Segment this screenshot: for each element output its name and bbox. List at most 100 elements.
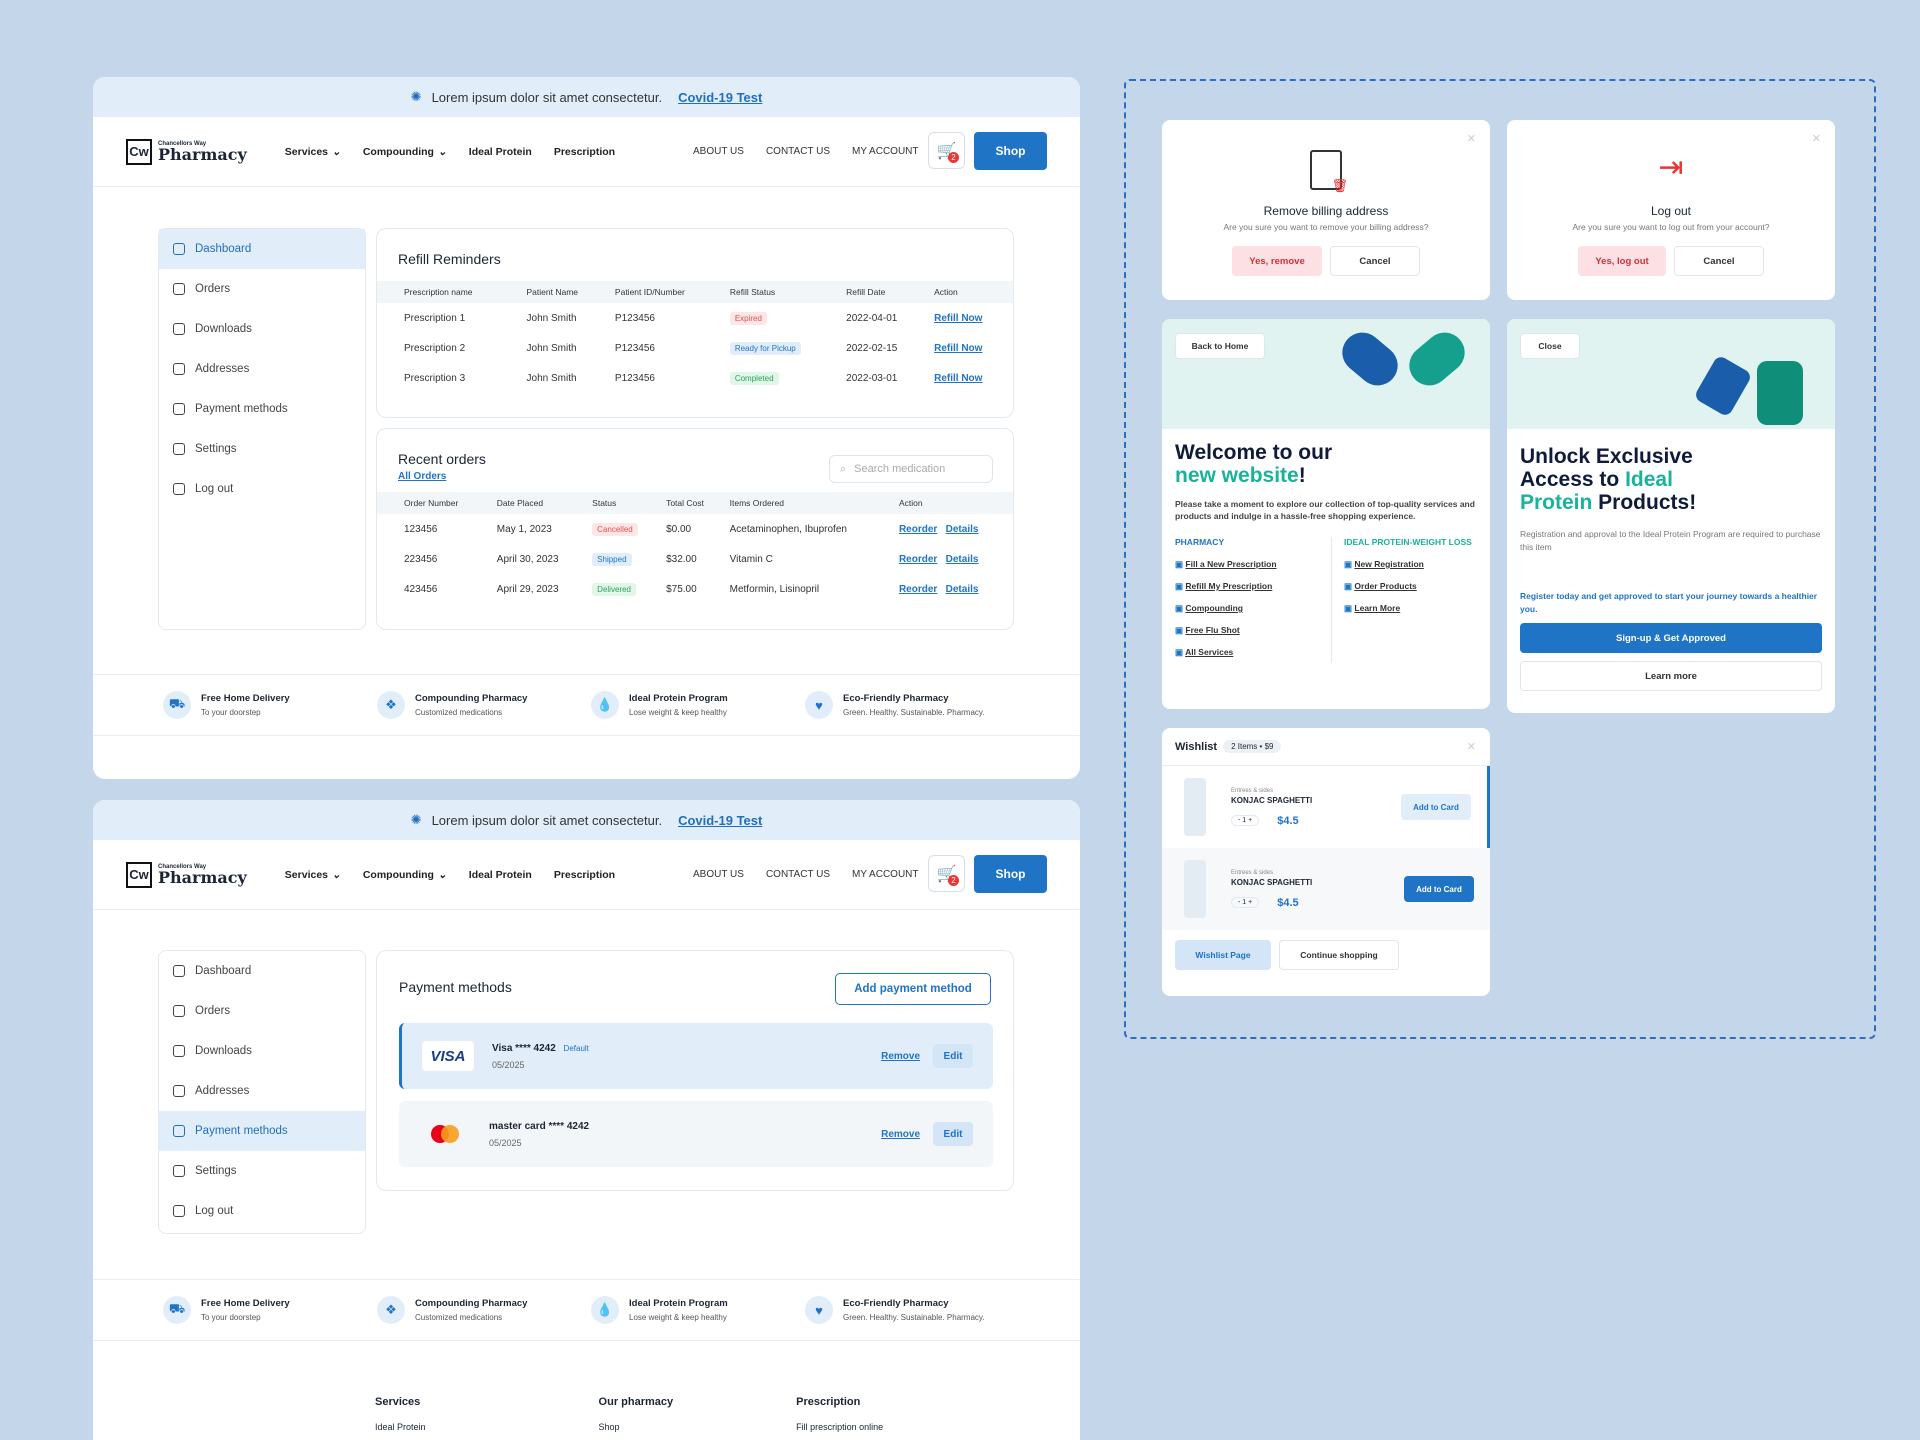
sidebar-item-downloads[interactable]: Downloads: [159, 309, 365, 349]
quantity-stepper[interactable]: - 1 +: [1231, 815, 1260, 826]
sidebar-item-payment[interactable]: Payment methods: [159, 1111, 365, 1151]
sidebar-item-orders[interactable]: Orders: [159, 269, 365, 309]
nav-account[interactable]: MY ACCOUNT: [852, 146, 919, 157]
cancel-button[interactable]: Cancel: [1330, 246, 1420, 276]
close-button[interactable]: Close: [1520, 333, 1580, 359]
gear-icon: [173, 443, 185, 455]
remove-link[interactable]: Remove: [881, 1050, 920, 1062]
features-strip: ⛟ Free Home Delivery To your doorstep ❖ Com…: [93, 1279, 1080, 1341]
learn-more-button[interactable]: Learn more: [1520, 661, 1822, 692]
nav-services-label: Services: [284, 868, 329, 881]
cart-button[interactable]: 🛒 2: [928, 132, 965, 169]
sidebar-item-settings[interactable]: Settings: [159, 429, 365, 469]
back-home-button[interactable]: Back to Home: [1175, 333, 1265, 359]
sidebar-item-orders[interactable]: Orders: [159, 991, 365, 1031]
nav-about[interactable]: ABOUT US: [693, 146, 744, 157]
confirm-remove-button[interactable]: Yes, remove: [1232, 246, 1322, 276]
payment-card-item[interactable]: VISA Visa **** 4242 Default 05/2025 Remo…: [399, 1023, 993, 1089]
cart-button[interactable]: 🛒 2: [928, 855, 965, 892]
sidebar-item-addresses[interactable]: Addresses: [159, 349, 365, 389]
compounding-link[interactable]: ▣ Compounding: [1175, 602, 1244, 613]
footer-link[interactable]: Ideal Protein: [375, 1422, 426, 1432]
col-header[interactable]: Status: [587, 492, 662, 514]
covid-test-link[interactable]: Covid-19 Test: [678, 89, 763, 105]
payment-card-item[interactable]: master card **** 4242 05/2025 Remove Edi…: [399, 1101, 993, 1167]
nav-prescription[interactable]: Prescription: [553, 145, 616, 158]
reorder-link[interactable]: Reorder: [898, 583, 938, 595]
nav-ideal-protein[interactable]: Ideal Protein: [468, 868, 532, 881]
nav-services[interactable]: Services ⌄: [285, 869, 341, 881]
nav-account[interactable]: MY ACCOUNT: [852, 869, 919, 880]
search-input[interactable]: ⌕ Search medication: [829, 455, 993, 483]
add-to-cart-button[interactable]: Add to Card: [1404, 876, 1474, 902]
sidebar-item-dashboard[interactable]: Dashboard: [159, 951, 365, 991]
new-registration-link[interactable]: ▣ New Registration: [1344, 558, 1424, 569]
learn-more-link[interactable]: ▣ Learn More: [1344, 602, 1401, 613]
sidebar-label: Addresses: [195, 363, 250, 375]
sidebar-item-payment[interactable]: Payment methods: [159, 389, 365, 429]
nav-about[interactable]: ABOUT US: [693, 869, 744, 880]
col-header[interactable]: Date Placed: [491, 492, 588, 514]
reorder-link[interactable]: Reorder: [898, 553, 938, 565]
feature-item: ♥ Eco-Friendly Pharmacy Green. Healthy. Su…: [805, 1280, 1019, 1340]
logo[interactable]: Cw Chancellors Way Pharmacy: [126, 861, 247, 888]
nav-ideal-protein[interactable]: Ideal Protein: [468, 145, 532, 158]
all-orders-link[interactable]: All Orders: [398, 471, 447, 482]
sidebar-item-settings[interactable]: Settings: [159, 1151, 365, 1191]
add-to-cart-button[interactable]: Add to Card: [1401, 794, 1471, 820]
cancel-button[interactable]: Cancel: [1674, 246, 1764, 276]
covid-test-link[interactable]: Covid-19 Test: [678, 812, 763, 828]
sidebar-item-logout[interactable]: Log out: [159, 1191, 365, 1231]
signup-button[interactable]: Sign-up & Get Approved: [1520, 623, 1822, 654]
reorder-link[interactable]: Reorder: [898, 523, 938, 535]
sidebar-item-logout[interactable]: Log out: [159, 469, 365, 509]
nav-compounding[interactable]: Compounding ⌄: [363, 146, 447, 158]
sidebar-item-downloads[interactable]: Downloads: [159, 1031, 365, 1071]
ideal-protein-links: IDEAL PROTEIN-WEIGHT LOSS ▣ New Registra…: [1331, 536, 1472, 663]
shop-button[interactable]: Shop: [974, 132, 1047, 170]
add-payment-button[interactable]: Add payment method: [835, 973, 991, 1005]
refill-prescription-link[interactable]: ▣ Refill My Prescription: [1175, 580, 1273, 591]
edit-button[interactable]: Edit: [933, 1044, 973, 1068]
nav-prescription[interactable]: Prescription: [553, 868, 616, 881]
col-header[interactable]: Total Cost: [661, 492, 725, 514]
all-services-link[interactable]: ▣ All Services: [1175, 646, 1234, 657]
sidebar-label: Payment methods: [195, 403, 288, 415]
refill-now-link[interactable]: Refill Now: [934, 372, 983, 384]
refill-now-link[interactable]: Refill Now: [934, 342, 983, 354]
nav-compounding[interactable]: Compounding ⌄: [363, 869, 447, 881]
sidebar-item-dashboard[interactable]: Dashboard: [159, 229, 365, 269]
quantity-stepper[interactable]: - 1 +: [1231, 897, 1260, 908]
details-link[interactable]: Details: [945, 523, 979, 535]
sidebar-item-addresses[interactable]: Addresses: [159, 1071, 365, 1111]
continue-shopping-button[interactable]: Continue shopping: [1279, 940, 1399, 970]
chevron-down-icon: ⌄: [437, 868, 447, 881]
link-text: Order Products: [1354, 580, 1417, 591]
confirm-logout-button[interactable]: Yes, log out: [1578, 246, 1666, 276]
close-icon[interactable]: ✕: [1466, 741, 1476, 753]
close-icon[interactable]: ✕: [1466, 133, 1476, 145]
capsule-image: [1334, 324, 1406, 394]
refill-now-link[interactable]: Refill Now: [934, 312, 983, 324]
details-link[interactable]: Details: [945, 553, 979, 565]
close-icon[interactable]: ✕: [1811, 133, 1821, 145]
footer-link[interactable]: Fill prescription online: [796, 1422, 884, 1432]
nav-services[interactable]: Services ⌄: [285, 146, 341, 158]
flu-shot-link[interactable]: ▣ Free Flu Shot: [1175, 624, 1240, 635]
footer-link[interactable]: Shop: [598, 1422, 620, 1432]
nav-contact[interactable]: CONTACT US: [765, 869, 831, 880]
order-products-link[interactable]: ▣ Order Products: [1344, 580, 1417, 591]
nav-contact[interactable]: CONTACT US: [765, 146, 831, 157]
sidebar-label: Log out: [195, 1205, 234, 1217]
remove-link[interactable]: Remove: [881, 1128, 920, 1140]
logo[interactable]: Cw Chancellors Way Pharmacy: [126, 138, 247, 165]
fill-prescription-link[interactable]: ▣ Fill a New Prescription: [1175, 558, 1277, 569]
details-link[interactable]: Details: [945, 583, 979, 595]
wishlist-total: $9: [1264, 742, 1274, 751]
cell: 2022-04-01: [846, 312, 898, 324]
link-text: Refill My Prescription: [1185, 580, 1273, 591]
wishlist-page-button[interactable]: Wishlist Page: [1175, 940, 1271, 970]
shop-button[interactable]: Shop: [974, 855, 1047, 893]
logout-icon: ⇥: [1658, 151, 1684, 184]
edit-button[interactable]: Edit: [933, 1122, 973, 1146]
